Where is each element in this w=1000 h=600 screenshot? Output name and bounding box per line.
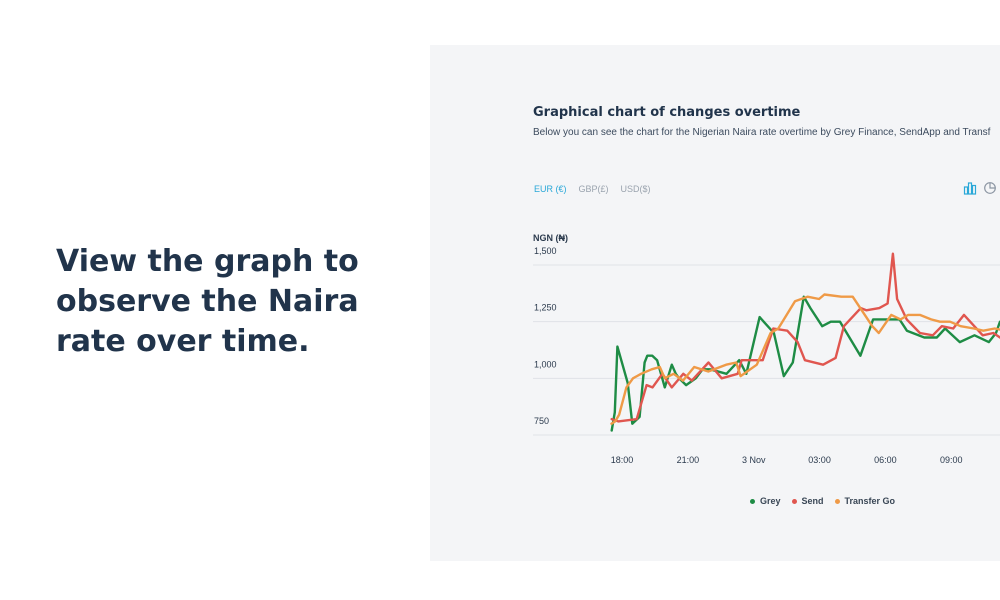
x-tick-label: 18:00 (611, 455, 634, 465)
series-line-transfer-go (610, 293, 1000, 425)
chart-panel: Graphical chart of changes overtime Belo… (430, 45, 1000, 561)
legend-dot-grey (750, 498, 755, 504)
y-tick-label: 750 (534, 416, 549, 426)
legend-dot-send (791, 498, 797, 504)
legend-dot-transfer-go (834, 498, 840, 504)
chart-subtitle: Below you can see the chart for the Nige… (533, 127, 991, 138)
chart-view-toggle (963, 181, 997, 195)
x-tick-label: 09:00 (940, 455, 963, 465)
legend-item-send[interactable]: Send (791, 496, 824, 506)
x-tick-label: 3 Nov (742, 455, 766, 465)
series-line-send (610, 252, 1000, 423)
y-tick-label: 1,500 (534, 246, 557, 256)
legend-label-transfer-go: Transfer Go (844, 496, 896, 506)
x-axis-ticks: 18:00 21:00 3 Nov 03:00 06:00 09:00 (611, 455, 963, 465)
bar-chart-icon[interactable] (963, 181, 977, 195)
pie-chart-icon[interactable] (983, 181, 997, 195)
line-chart: NGN (₦) 1,500 1,250 1,000 750 18:00 21:00 3 N… (533, 233, 1000, 465)
y-axis-ticks: 1,500 1,250 1,000 750 (534, 246, 557, 426)
tab-gbp[interactable]: GBP(£) (578, 184, 609, 194)
currency-tabs: EUR (€) GBP(£) USD($) (534, 184, 651, 194)
x-tick-label: 21:00 (677, 455, 700, 465)
grid-lines (533, 264, 1000, 436)
series-line-grey (610, 295, 1000, 432)
tab-eur[interactable]: EUR (€) (534, 184, 567, 194)
legend-item-transfer-go[interactable]: Transfer Go (834, 496, 896, 506)
x-tick-label: 06:00 (874, 455, 897, 465)
y-tick-label: 1,000 (534, 359, 557, 369)
legend-label-grey: Grey (760, 496, 781, 506)
chart-title: Graphical chart of changes overtime (533, 105, 801, 120)
y-tick-label: 1,250 (534, 303, 557, 313)
legend-item-grey[interactable]: Grey (750, 496, 781, 506)
chart-legend: Grey Send Transfer Go (750, 496, 895, 506)
series-lines (610, 252, 1000, 432)
legend-label-send: Send (801, 496, 824, 506)
x-tick-label: 03:00 (808, 455, 831, 465)
tab-usd[interactable]: USD($) (620, 184, 651, 194)
page-headline: View the graph to observe the Naira rate… (56, 244, 359, 359)
y-axis-label: NGN (₦) (533, 233, 568, 243)
